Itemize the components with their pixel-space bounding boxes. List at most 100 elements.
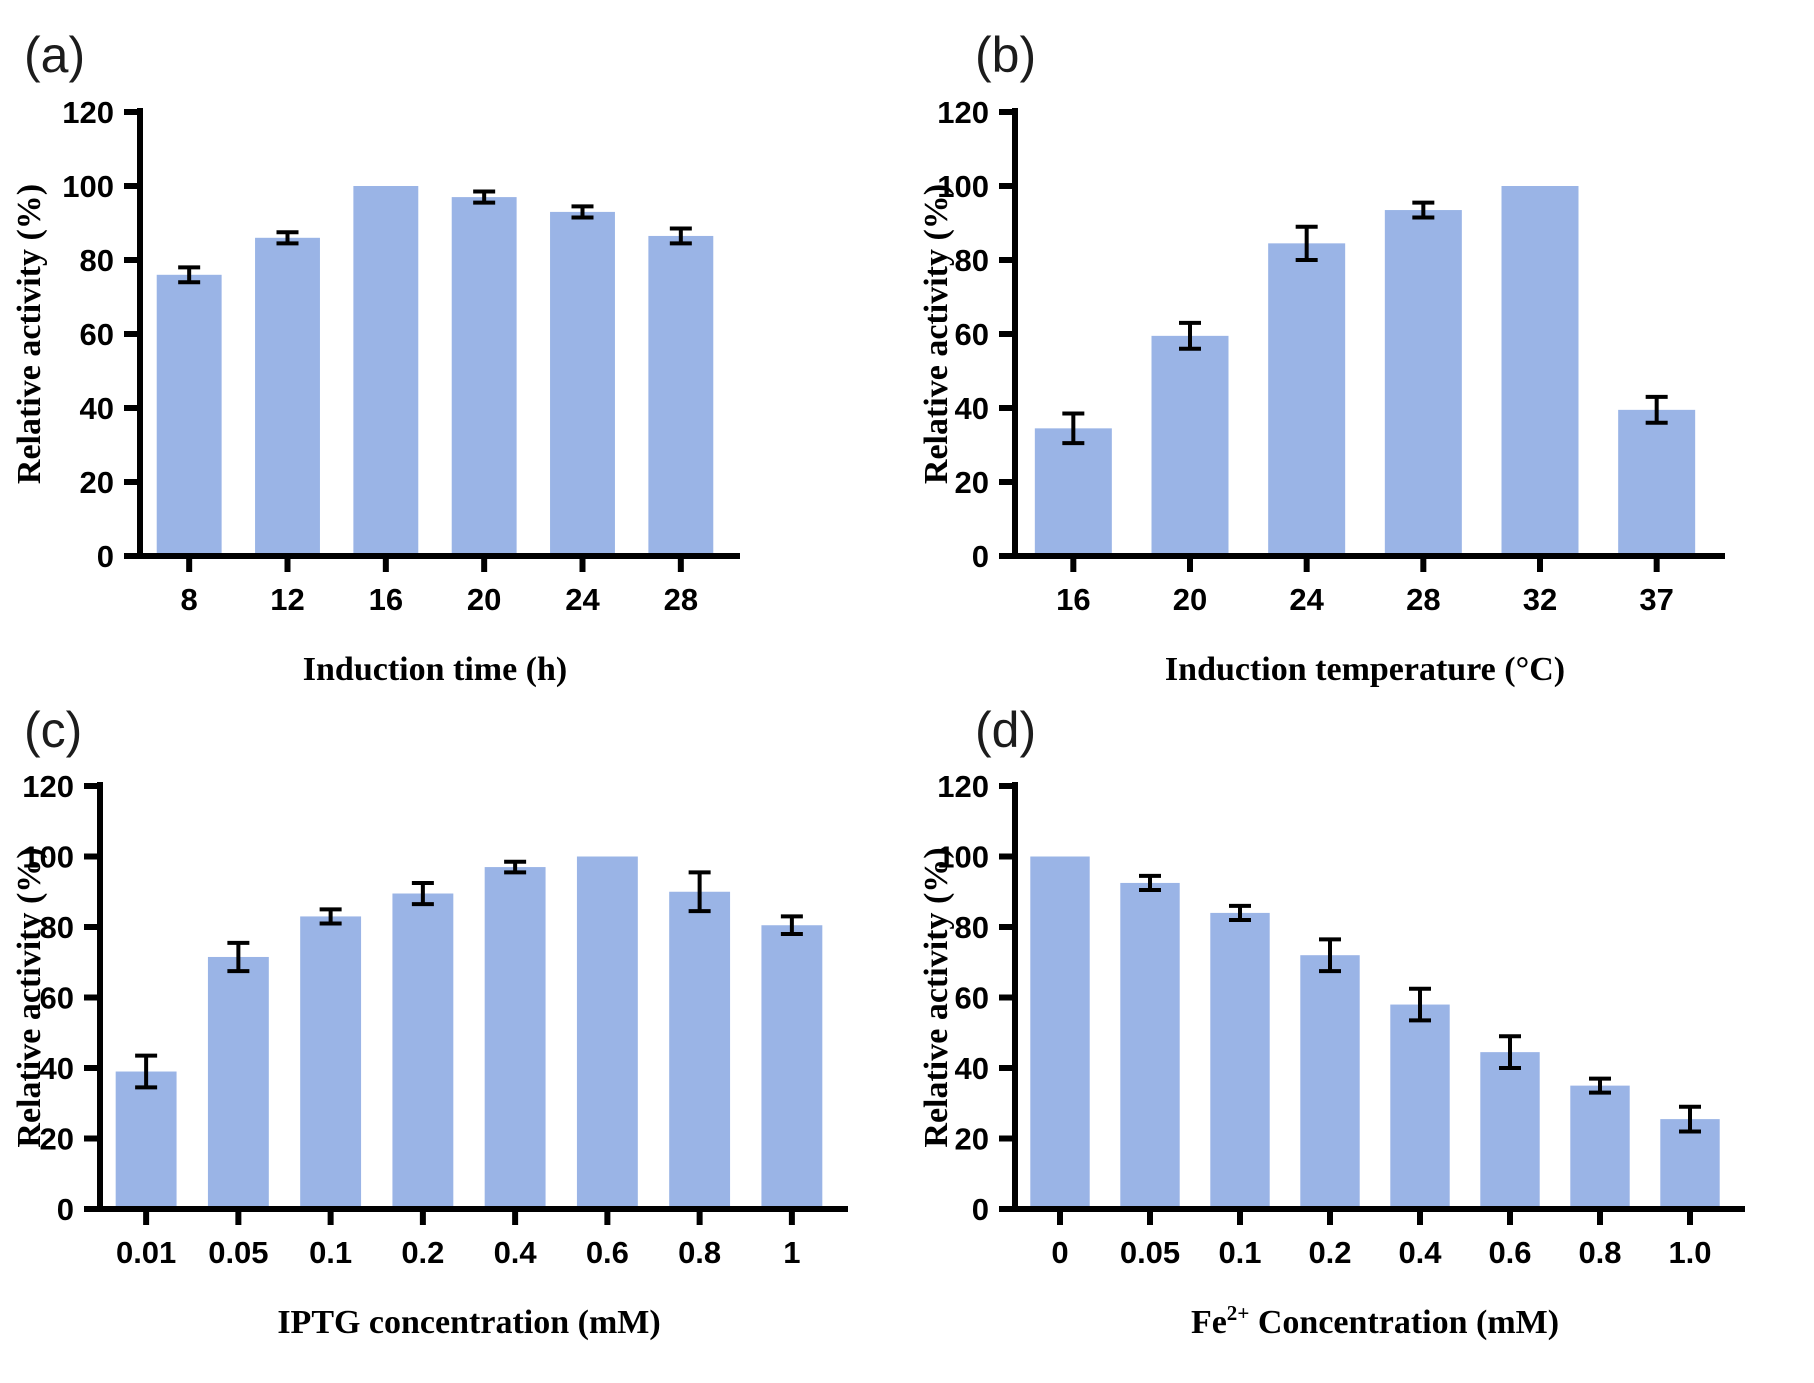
bar-28 [1384,210,1462,557]
bar-0.4 [1390,1004,1450,1209]
y-tick-label: 20 [40,1122,74,1157]
y-tick-label: 20 [955,1122,989,1157]
bar-28 [648,235,714,556]
x-tick-label: 0.05 [1120,1235,1180,1270]
x-tick-label: 28 [1406,582,1440,617]
chart-root: 0 20 40 60 80 100 120 0 0.05 0.1 0.2 0.4 0.6 0.8 1.0 Fe… [918,769,1745,1341]
error-bar-0.4 [504,859,527,875]
error-bar-24 [571,204,594,220]
y-axis-title: Relative activity (%) [11,847,48,1147]
y-tick-label: 80 [955,910,989,945]
x-tick-label: 0.4 [1398,1235,1442,1270]
error-bar-0.2 [1319,937,1341,974]
y-tick-label: 20 [80,465,114,500]
bar-chart-induction-temperature: 0 20 40 60 80 100 120 16 20 24 28 32 37 Induction tem… [918,95,1725,688]
bar-24 [550,211,615,556]
x-tick-label: 0.6 [1488,1235,1531,1270]
bar-0.1 [1210,912,1270,1209]
y-tick-label: 40 [955,391,989,426]
bar-1.0 [1660,1119,1720,1209]
chart-root: 0 20 40 60 80 100 120 16 20 24 28 32 37 Induction tem… [918,95,1725,688]
error-bar-0.6 [1499,1034,1521,1070]
y-tick-label: 0 [97,539,114,574]
bar-0.2 [392,893,454,1209]
bar-0.2 [1300,955,1360,1209]
y-tick-label: 80 [80,243,114,278]
bar-32 [1501,186,1579,556]
bar-0.4 [484,867,546,1209]
bar-0.6 [576,856,638,1209]
y-tick-label: 120 [22,769,74,804]
x-tick-label: 8 [181,582,198,617]
panel-d-label: (d) [975,702,1037,758]
y-tick-label: 80 [955,243,989,278]
bar-0.8 [669,891,731,1209]
error-bar-0.05 [227,940,250,974]
y-tick-label: 100 [937,840,989,875]
bar-0 [1030,856,1090,1209]
x-tick-label: 0.2 [1308,1235,1351,1270]
error-bar-0.05 [1139,873,1161,892]
error-bar-0.1 [1229,903,1251,922]
error-bar-37 [1645,394,1668,425]
x-tick-label: 0.1 [309,1235,352,1270]
y-tick-label: 60 [40,981,74,1016]
bar-1 [761,925,823,1209]
error-bar-8 [178,265,201,285]
x-tick-label: 16 [1056,582,1090,617]
x-tick-label: 12 [270,582,304,617]
error-bar-24 [1295,224,1318,262]
x-tick-label: 0.01 [116,1235,176,1270]
y-tick-label: 100 [937,169,989,204]
x-tick-label: 24 [565,582,600,617]
y-tick-label: 20 [955,465,989,500]
panel-a: 0 20 40 60 80 100 120 8 12 16 20 24 28 Induction time… [0,0,907,691]
y-tick-label: 40 [80,391,114,426]
bar-0.6 [1480,1052,1540,1209]
y-tick-label: 120 [937,95,989,130]
bar-16 [353,186,419,556]
bar-12 [255,237,320,557]
bar-chart-iptg-concentration: 0 20 40 60 80 100 120 0.01 0.05 0.1 0.2 0.4 0.6 0.8 1 I… [11,769,848,1341]
panel-a-label: (a) [24,27,86,83]
bar-chart-fe-concentration: 0 20 40 60 80 100 120 0 0.05 0.1 0.2 0.4 0.6 0.8 1.0 Fe… [918,769,1745,1341]
error-bar-0.8 [688,870,711,914]
y-tick-label: 80 [40,910,74,945]
x-tick-label: 1.0 [1668,1235,1711,1270]
bar-chart-induction-time: 0 20 40 60 80 100 120 8 12 16 20 24 28 Induction time… [11,95,740,688]
x-tick-label: 32 [1523,582,1557,617]
x-tick-label: 0.8 [678,1235,721,1270]
y-tick-label: 120 [937,769,989,804]
x-tick-label: 20 [1173,582,1207,617]
error-bar-0.2 [411,880,434,907]
bar-20 [451,197,517,556]
y-tick-label: 120 [62,95,114,130]
y-tick-label: 0 [57,1192,74,1227]
x-tick-label: 28 [664,582,698,617]
panel-c-label: (c) [24,702,83,758]
error-bar-1 [780,914,803,937]
bar-0.01 [115,1071,177,1209]
error-bar-28 [669,226,692,246]
y-axis-title: Relative activity (%) [11,184,48,484]
x-tick-label: 0.8 [1578,1235,1621,1270]
y-tick-label: 0 [972,1192,989,1227]
bar-37 [1618,409,1696,556]
panel-b-label: (b) [975,27,1037,83]
error-bar-20 [473,189,496,205]
x-tick-label: 0.4 [494,1235,538,1270]
x-tick-label: 37 [1639,582,1673,617]
error-bar-12 [276,230,299,246]
x-axis-title: Induction temperature (°C) [1165,651,1565,688]
x-axis-title: Induction time (h) [303,651,567,688]
x-tick-label: 0.1 [1218,1235,1261,1270]
y-axis-title: Relative activity (%) [918,184,955,484]
x-tick-label: 20 [467,582,501,617]
error-bar-16 [1062,411,1085,446]
bar-0.1 [300,916,362,1209]
error-bar-1.0 [1679,1104,1701,1134]
x-tick-label: 0 [1051,1235,1068,1270]
x-tick-label: 0.05 [208,1235,268,1270]
x-tick-label: 0.6 [586,1235,629,1270]
